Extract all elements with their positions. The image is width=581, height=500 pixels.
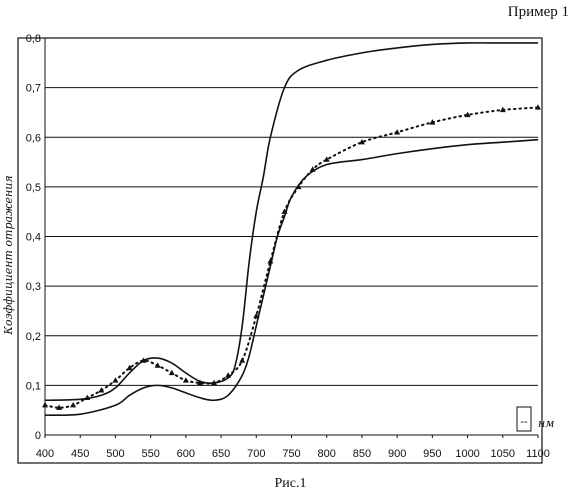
series-line-3 [45,107,538,407]
x-tick-label: 400 [36,448,54,460]
triangle-marker [84,395,90,400]
x-tick-label: 450 [71,448,89,460]
legend-marker-label: -- [520,416,528,428]
x-tick-label: 650 [212,448,230,460]
triangle-marker [394,129,400,134]
triangle-marker [169,370,175,375]
y-tick-label: 0,4 [26,232,41,244]
figure-caption: Рис.1 [0,476,581,492]
series-line-1 [45,43,538,400]
y-tick-label: 0,6 [26,132,41,144]
y-tick-label: 0,3 [26,281,41,293]
y-axis-label: Коэффициент отражения [2,175,15,335]
y-tick-label: 0 [35,430,41,442]
triangle-marker [70,402,76,407]
y-tick-label: 0,7 [26,83,41,95]
triangle-marker [112,377,118,382]
x-tick-label: 700 [247,448,265,460]
triangle-marker [239,357,245,362]
x-tick-label: 1000 [455,448,479,460]
y-tick-label: 0,8 [26,33,41,45]
triangle-marker [296,184,302,189]
x-tick-label: 850 [353,448,371,460]
series-line-2 [45,140,538,415]
x-tick-label: 1100 [526,448,550,460]
triangle-marker [42,402,48,407]
y-tick-label: 0,2 [26,331,41,343]
x-tick-label: 900 [388,448,406,460]
y-tick-label: 0,5 [26,182,41,194]
x-tick-label: 600 [177,448,195,460]
y-tick-label: 0,1 [26,380,41,392]
x-tick-label: 950 [423,448,441,460]
x-tick-label: 500 [106,448,124,460]
x-tick-label: 550 [141,448,159,460]
x-tick-label: 750 [282,448,300,460]
triangle-marker [183,377,189,382]
x-tick-label: 800 [318,448,336,460]
x-axis-unit-label: нм [538,417,554,430]
x-tick-label: 1050 [491,448,515,460]
